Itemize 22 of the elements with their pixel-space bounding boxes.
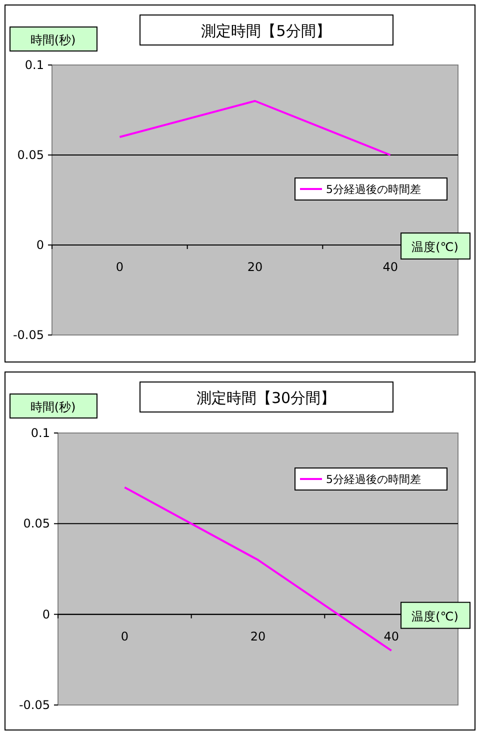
y-tick-label: 0 xyxy=(36,238,44,252)
y-tick-label: 0.05 xyxy=(17,148,44,162)
y-tick-label: 0.05 xyxy=(23,516,50,531)
x-tick-label: 40 xyxy=(384,629,399,644)
x-tick-label: 0 xyxy=(116,260,124,274)
x-tick-label: 40 xyxy=(382,260,398,274)
y-tick-label: 0.1 xyxy=(30,426,50,440)
y-tick-label: 0.1 xyxy=(24,58,44,72)
chart-title: 測定時間【5分間】 xyxy=(201,22,331,40)
y-tick-label: -0.05 xyxy=(18,698,50,712)
y-axis-title: 時間(秒) xyxy=(30,33,76,47)
legend-label: 5分経過後の時間差 xyxy=(326,473,421,486)
y-axis-title: 時間(秒) xyxy=(30,400,76,414)
chart-title: 測定時間【30分間】 xyxy=(196,389,336,407)
x-tick-label: 20 xyxy=(250,629,266,644)
x-axis-title: 温度(℃) xyxy=(412,240,458,254)
x-axis-title: 温度(℃) xyxy=(412,609,458,624)
y-tick-label: 0 xyxy=(42,607,50,622)
x-tick-label: 20 xyxy=(247,260,263,274)
legend-label: 5分経過後の時間差 xyxy=(326,183,421,196)
y-tick-label: -0.05 xyxy=(12,328,44,342)
x-tick-label: 0 xyxy=(120,629,128,644)
